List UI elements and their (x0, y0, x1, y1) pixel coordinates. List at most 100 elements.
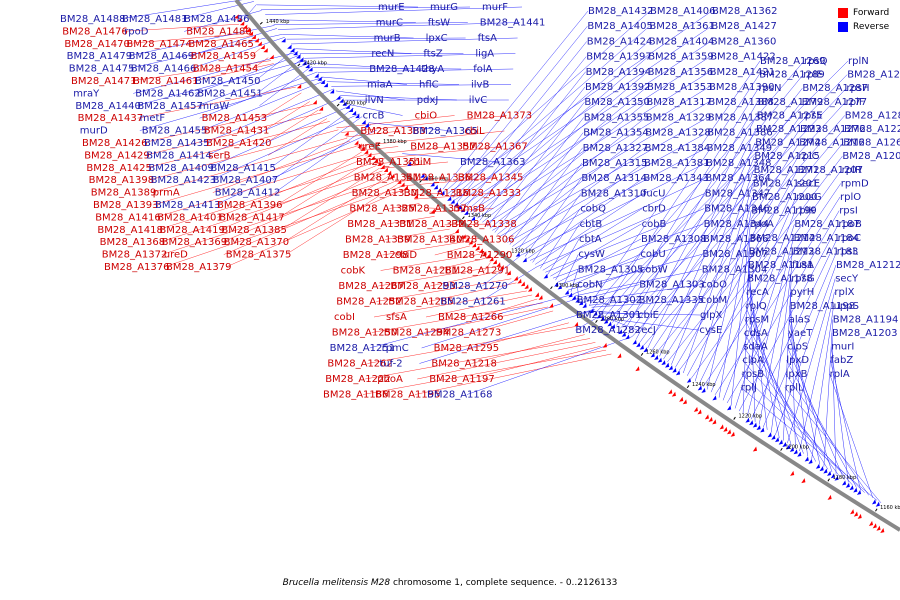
gene-label[interactable]: BM28_A1305 (578, 264, 644, 275)
gene-label[interactable]: BM28_A1387 (708, 112, 774, 123)
gene-label[interactable]: BM28_A1282 (575, 325, 641, 336)
gene-label[interactable]: BM28_A1274 (755, 138, 821, 149)
gene-label[interactable]: BM28_A1455 (142, 126, 208, 137)
gene-label[interactable]: BM28_A1376 (104, 262, 170, 273)
gene-label[interactable]: BM28_A1462 (135, 88, 201, 99)
gene-label[interactable]: BM28_A1327 (583, 143, 649, 154)
gene-label[interactable]: BM28_A1223 (756, 124, 822, 135)
gene-label[interactable]: BM28_A1276 (800, 124, 866, 135)
gene-label[interactable]: ftsW (428, 18, 450, 29)
gene-label[interactable]: BM28_A1465 (188, 39, 254, 50)
gene-label[interactable]: BM28_A1461 (133, 76, 199, 87)
gene-label[interactable]: BM28_A1344 (704, 219, 770, 230)
gene-label[interactable]: rpoC (838, 233, 862, 244)
gene-label[interactable]: prmA (153, 188, 180, 199)
gene-label[interactable]: BM28_A1306 (449, 235, 515, 246)
gene-label[interactable]: BM28_A1401 (157, 212, 223, 223)
gene-label[interactable]: BM28_A1332 (399, 219, 465, 230)
gene-label[interactable]: BM28_A1470 (64, 39, 130, 50)
gene-label[interactable]: cobN (577, 280, 602, 291)
gene-label[interactable]: pdxJ (417, 95, 439, 106)
gene-label[interactable]: BM28_A1286 (845, 110, 900, 121)
gene-label[interactable]: BM28_A1420 (206, 138, 272, 149)
gene-label[interactable]: rpsM (745, 314, 769, 325)
gene-label[interactable]: BM28_A1268 (843, 138, 900, 149)
gene-label[interactable]: BM28_A1457 (137, 101, 203, 112)
gene-label[interactable]: pyrH (790, 287, 814, 298)
gene-label[interactable]: ilvC (469, 95, 487, 106)
gene-label[interactable]: cbiE (638, 310, 659, 321)
gene-label[interactable]: BM28_A1407 (213, 175, 279, 186)
gene-label[interactable]: BM28_A1285 (388, 297, 454, 308)
gene-label[interactable]: BM28_A1488 (60, 14, 126, 25)
gene-label[interactable]: cobI (334, 312, 355, 323)
gene-label[interactable]: BM28_A1356 (648, 67, 714, 78)
gene-label[interactable]: BM28_A1338 (451, 219, 517, 230)
gene-label[interactable]: sfsA (386, 312, 407, 323)
gene-label[interactable]: cbiM (408, 157, 431, 168)
gene-label[interactable]: cobW (640, 264, 668, 275)
gene-label[interactable]: miaA (367, 80, 393, 91)
gene-label[interactable]: BM28_A1481 (122, 14, 188, 25)
gene-label[interactable]: BM28_A1168 (427, 390, 493, 401)
gene-label[interactable]: BM28_A1426 (82, 138, 148, 149)
gene-label[interactable]: mraW (199, 101, 229, 112)
gene-label[interactable]: BM28_A1250 (332, 328, 398, 339)
gene-label[interactable]: BM28_A1301 (576, 310, 642, 321)
gene-label[interactable]: BM28_A1335 (639, 295, 705, 306)
gene-label[interactable]: BM28_A1398 (89, 175, 155, 186)
gene-label[interactable]: BM28_A1425 (86, 163, 152, 174)
gene-label[interactable]: BM28_A1350 (584, 97, 650, 108)
gene-label[interactable]: murE (378, 2, 405, 13)
gene-label[interactable]: BM28_A1386 (707, 128, 773, 139)
gene-label[interactable]: recN (371, 49, 394, 60)
gene-label[interactable]: BM28_A1331 (347, 219, 413, 230)
gene-label[interactable]: BM28_A1384 (645, 143, 711, 154)
gene-label[interactable]: ureD (164, 250, 188, 261)
gene-label[interactable]: BM28_A1364 (705, 173, 771, 184)
gene-label[interactable]: BM28_A1291 (445, 266, 511, 277)
gene-label[interactable]: rplA (830, 369, 850, 380)
gene-label[interactable]: rplK (795, 206, 815, 217)
gene-label[interactable]: BM28_A1389 (91, 188, 157, 199)
gene-label[interactable]: BM28_A1271 (754, 165, 820, 176)
gene-label[interactable]: BM28_A1415 (210, 163, 276, 174)
gene-label[interactable]: cobK (341, 266, 366, 277)
gene-label[interactable]: BM28_A1476 (62, 26, 128, 37)
gene-label[interactable]: BM28_A1351 (356, 157, 422, 168)
gene-label[interactable]: BM28_A1381 (644, 158, 710, 169)
gene-label[interactable]: tuf-2 (379, 359, 402, 370)
gene-label[interactable]: secE (797, 178, 820, 189)
gene-label[interactable]: BM28_A1348 (706, 158, 772, 169)
gene-label[interactable]: BM28_A1315 (582, 158, 648, 169)
gene-label[interactable]: rplL (785, 382, 804, 393)
gene-label[interactable]: BM28_A1440 (75, 101, 141, 112)
gene-label[interactable]: rplX (834, 287, 854, 298)
gene-label[interactable]: BM28_A1208 (842, 151, 900, 162)
gene-label[interactable]: BM28_A1290 (447, 250, 513, 261)
gene-label[interactable]: BM28_A1266 (438, 312, 504, 323)
gene-label[interactable]: rplQ (746, 301, 767, 312)
gene-label[interactable]: BM28_A1428 (369, 64, 435, 75)
gene-label[interactable]: clpS (787, 342, 808, 353)
gene-label[interactable]: clpA (742, 355, 764, 366)
gene-label[interactable]: cbrD (642, 204, 666, 215)
gene-label[interactable]: fusA (792, 260, 814, 271)
gene-label[interactable]: BM28_A1328 (645, 128, 711, 139)
gene-label[interactable]: BM28_A1469 (129, 51, 195, 62)
gene-label[interactable]: yaeT (788, 328, 813, 339)
gene-label[interactable]: thyA (421, 64, 444, 75)
gene-label[interactable]: BM28_A1220 (844, 124, 900, 135)
gene-label[interactable]: BM28_A1441 (480, 18, 546, 29)
gene-label[interactable]: BM28_A1184 (794, 233, 860, 244)
gene-label[interactable]: BM28_A1186 (323, 390, 389, 401)
gene-label[interactable]: rpoD (124, 26, 149, 37)
gene-label[interactable]: BM28_A1404 (649, 36, 715, 47)
gene-label[interactable]: BM28_A1267 (338, 281, 404, 292)
gene-label[interactable]: BM28_A1367 (462, 142, 528, 153)
gene-label[interactable]: murD (80, 126, 108, 137)
gene-label[interactable]: BM28_A1200 (752, 192, 818, 203)
gene-label[interactable]: murG (430, 2, 458, 13)
gene-label[interactable]: rplE (803, 70, 823, 81)
gene-label[interactable]: BM28_A1303 (639, 280, 705, 291)
